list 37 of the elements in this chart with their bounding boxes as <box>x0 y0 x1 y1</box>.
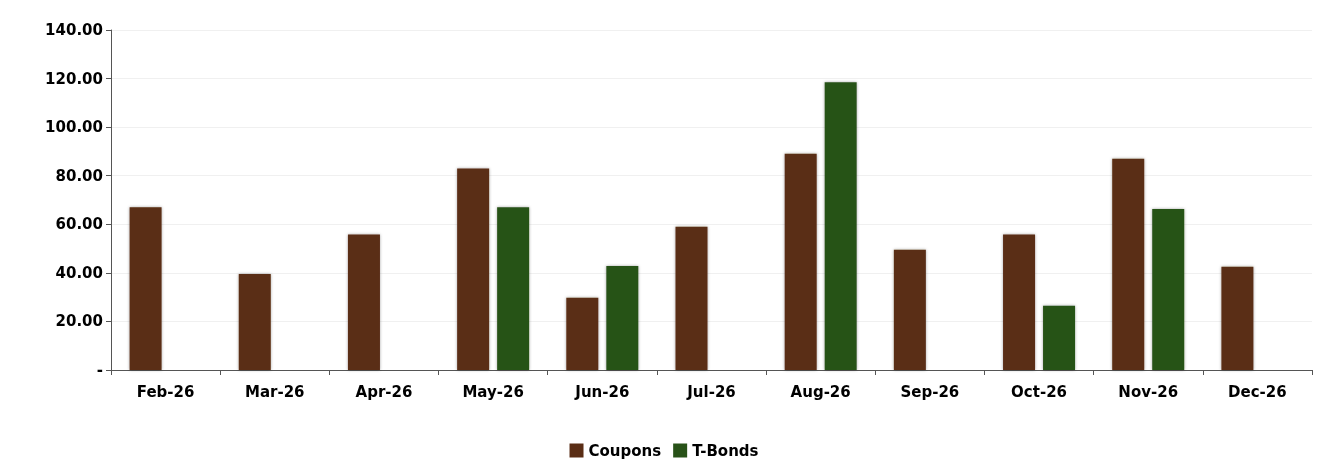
x-tick-label: Oct-26 <box>1011 382 1068 401</box>
y-tick-label: 100.00 <box>45 118 103 137</box>
bar <box>824 82 857 370</box>
y-tick-label: 20.00 <box>55 312 103 331</box>
bar <box>347 234 380 370</box>
y-tick-label: 120.00 <box>45 69 103 88</box>
legend-label: T-Bonds <box>692 441 759 460</box>
x-tick-label: May-26 <box>462 382 524 401</box>
x-tick-label: Aug-26 <box>790 382 851 401</box>
bar <box>1221 266 1254 370</box>
y-tick-label: - <box>96 361 103 379</box>
bar <box>1152 208 1185 370</box>
bar <box>129 207 162 370</box>
bar <box>497 207 530 370</box>
x-tick-label: Dec-26 <box>1228 382 1287 401</box>
bar <box>566 297 599 370</box>
x-tick-label: Jul-26 <box>686 382 736 401</box>
bar <box>1043 305 1076 370</box>
y-tick-label: 40.00 <box>55 263 103 282</box>
x-tick-label: Feb-26 <box>136 382 195 401</box>
bar <box>1003 234 1036 370</box>
y-tick-label: 60.00 <box>55 215 103 234</box>
x-tick-label: Jun-26 <box>574 382 630 401</box>
bar <box>606 266 639 370</box>
x-tick-label: Mar-26 <box>245 382 305 401</box>
bar <box>893 249 926 370</box>
bar <box>238 274 271 370</box>
x-tick-label: Apr-26 <box>355 382 413 401</box>
bar <box>784 153 817 370</box>
bar <box>675 226 708 370</box>
x-tick-label: Nov-26 <box>1118 382 1179 401</box>
bar <box>1112 158 1145 370</box>
legend-label: Coupons <box>588 441 662 460</box>
y-tick-label: 140.00 <box>45 21 103 39</box>
y-tick-label: 80.00 <box>55 166 103 185</box>
bar <box>457 168 490 370</box>
x-tick-label: Sep-26 <box>900 382 960 401</box>
